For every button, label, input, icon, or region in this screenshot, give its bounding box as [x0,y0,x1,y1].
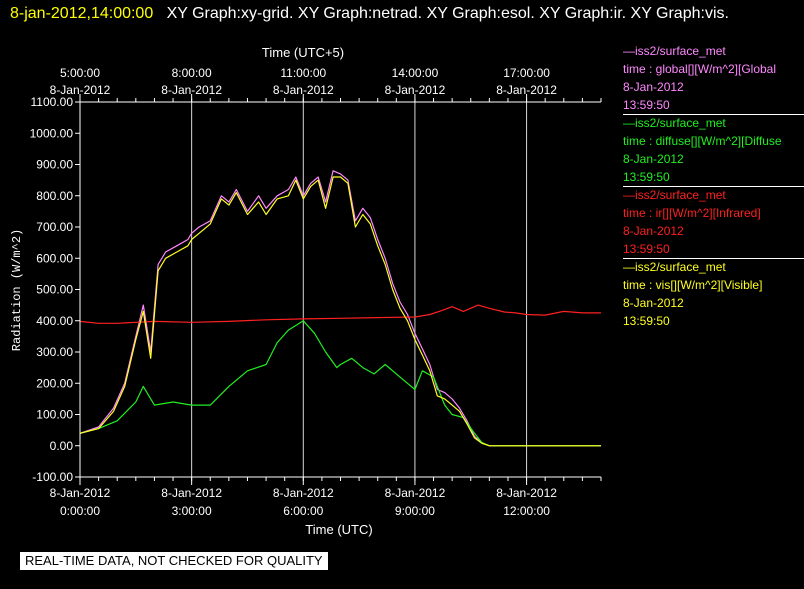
x-top-tick-time: 5:00:00 [60,66,100,80]
x-top-tick-date: 8-Jan-2012 [273,83,334,97]
legend-date: 8-Jan-2012 [623,152,684,166]
x-top-tick-date: 8-Jan-2012 [161,83,222,97]
x-tick-time: 0:00:00 [60,504,100,518]
x-tick-time: 3:00:00 [172,504,212,518]
x-top-tick-time: 17:00:00 [503,66,550,80]
y-tick-label: 700.00 [36,220,73,234]
y-tick-label: 300.00 [36,345,73,359]
y-tick-label: 800.00 [36,189,73,203]
legend-variable: time : ir[][W/m^2][Infrared] [623,206,761,220]
x-tick-date: 8-Jan-2012 [161,486,222,500]
y-tick-label: 0.00 [50,439,74,453]
y-tick-label: -100.00 [32,470,73,484]
legend-date: 8-Jan-2012 [623,80,684,94]
y-tick-label: 900.00 [36,158,73,172]
x-top-tick-time: 8:00:00 [172,66,212,80]
x-top-tick-date: 8-Jan-2012 [385,83,446,97]
legend-source: —iss2/surface_met [623,116,726,130]
legend-divider [623,258,804,259]
legend-date: 8-Jan-2012 [623,224,684,238]
legend-divider [623,114,804,115]
quality-disclaimer: REAL-TIME DATA, NOT CHECKED FOR QUALITY [20,552,328,570]
y-axis-label: Radiation (W/m^2) [10,229,24,351]
x-tick-date: 8-Jan-2012 [496,486,557,500]
x-top-tick-time: 11:00:00 [280,66,326,80]
series-line-diffuse [79,320,601,447]
legend-source: —iss2/surface_met [623,44,726,58]
axes: 1100.00 1000.00 900.00 800.00 700.00 600.00 50… [30,66,602,518]
x-axis-label-top: Time (UTC+5) [262,45,344,60]
x-tick-time: 12:00:00 [503,504,550,518]
series-line-vis [79,176,601,447]
legend-source: —iss2/surface_met [623,188,726,202]
legend-source: —iss2/surface_met [623,260,726,274]
plot-area [80,102,601,477]
graph-header: 8-jan-2012,14:00:00 XY Graph:xy-grid. XY… [10,3,800,25]
legend-variable: time : global[][W/m^2][Global [623,62,777,76]
y-tick-label: 1100.00 [31,95,74,109]
x-top-tick-date: 8-Jan-2012 [50,83,111,97]
legend-time: 13:59:50 [623,314,670,328]
legend-date: 8-Jan-2012 [623,296,684,310]
series-group [79,170,601,447]
x-tick-date: 8-Jan-2012 [385,486,446,500]
y-tick-label: 400.00 [36,314,73,328]
legend-divider [623,186,804,187]
legend-time: 13:59:50 [623,170,670,184]
y-tick-label: 600.00 [36,251,73,265]
x-tick-time: 9:00:00 [395,504,435,518]
x-top-tick-time: 14:00:00 [392,66,439,80]
legend-time: 13:59:50 [623,98,670,112]
y-tick-label: 200.00 [36,376,73,390]
x-tick-time: 6:00:00 [283,504,323,518]
y-tick-label: 100.00 [36,408,73,422]
x-axis-label-bottom: Time (UTC) [305,522,372,537]
y-tick-label: 1000.00 [30,126,74,140]
graph-titles: XY Graph:xy-grid. XY Graph:netrad. XY Gr… [166,5,729,22]
x-tick-date: 8-Jan-2012 [50,486,111,500]
legend-variable: time : diffuse[][W/m^2][Diffuse [623,134,782,148]
current-datetime: 8-jan-2012,14:00:00 [10,5,154,22]
legend-time: 13:59:50 [623,242,670,256]
legend-variable: time : vis[][W/m^2][Visible] [623,278,763,292]
x-top-tick-date: 8-Jan-2012 [496,83,557,97]
y-tick-label: 500.00 [36,283,73,297]
x-tick-date: 8-Jan-2012 [273,486,334,500]
series-line-global [79,170,601,447]
